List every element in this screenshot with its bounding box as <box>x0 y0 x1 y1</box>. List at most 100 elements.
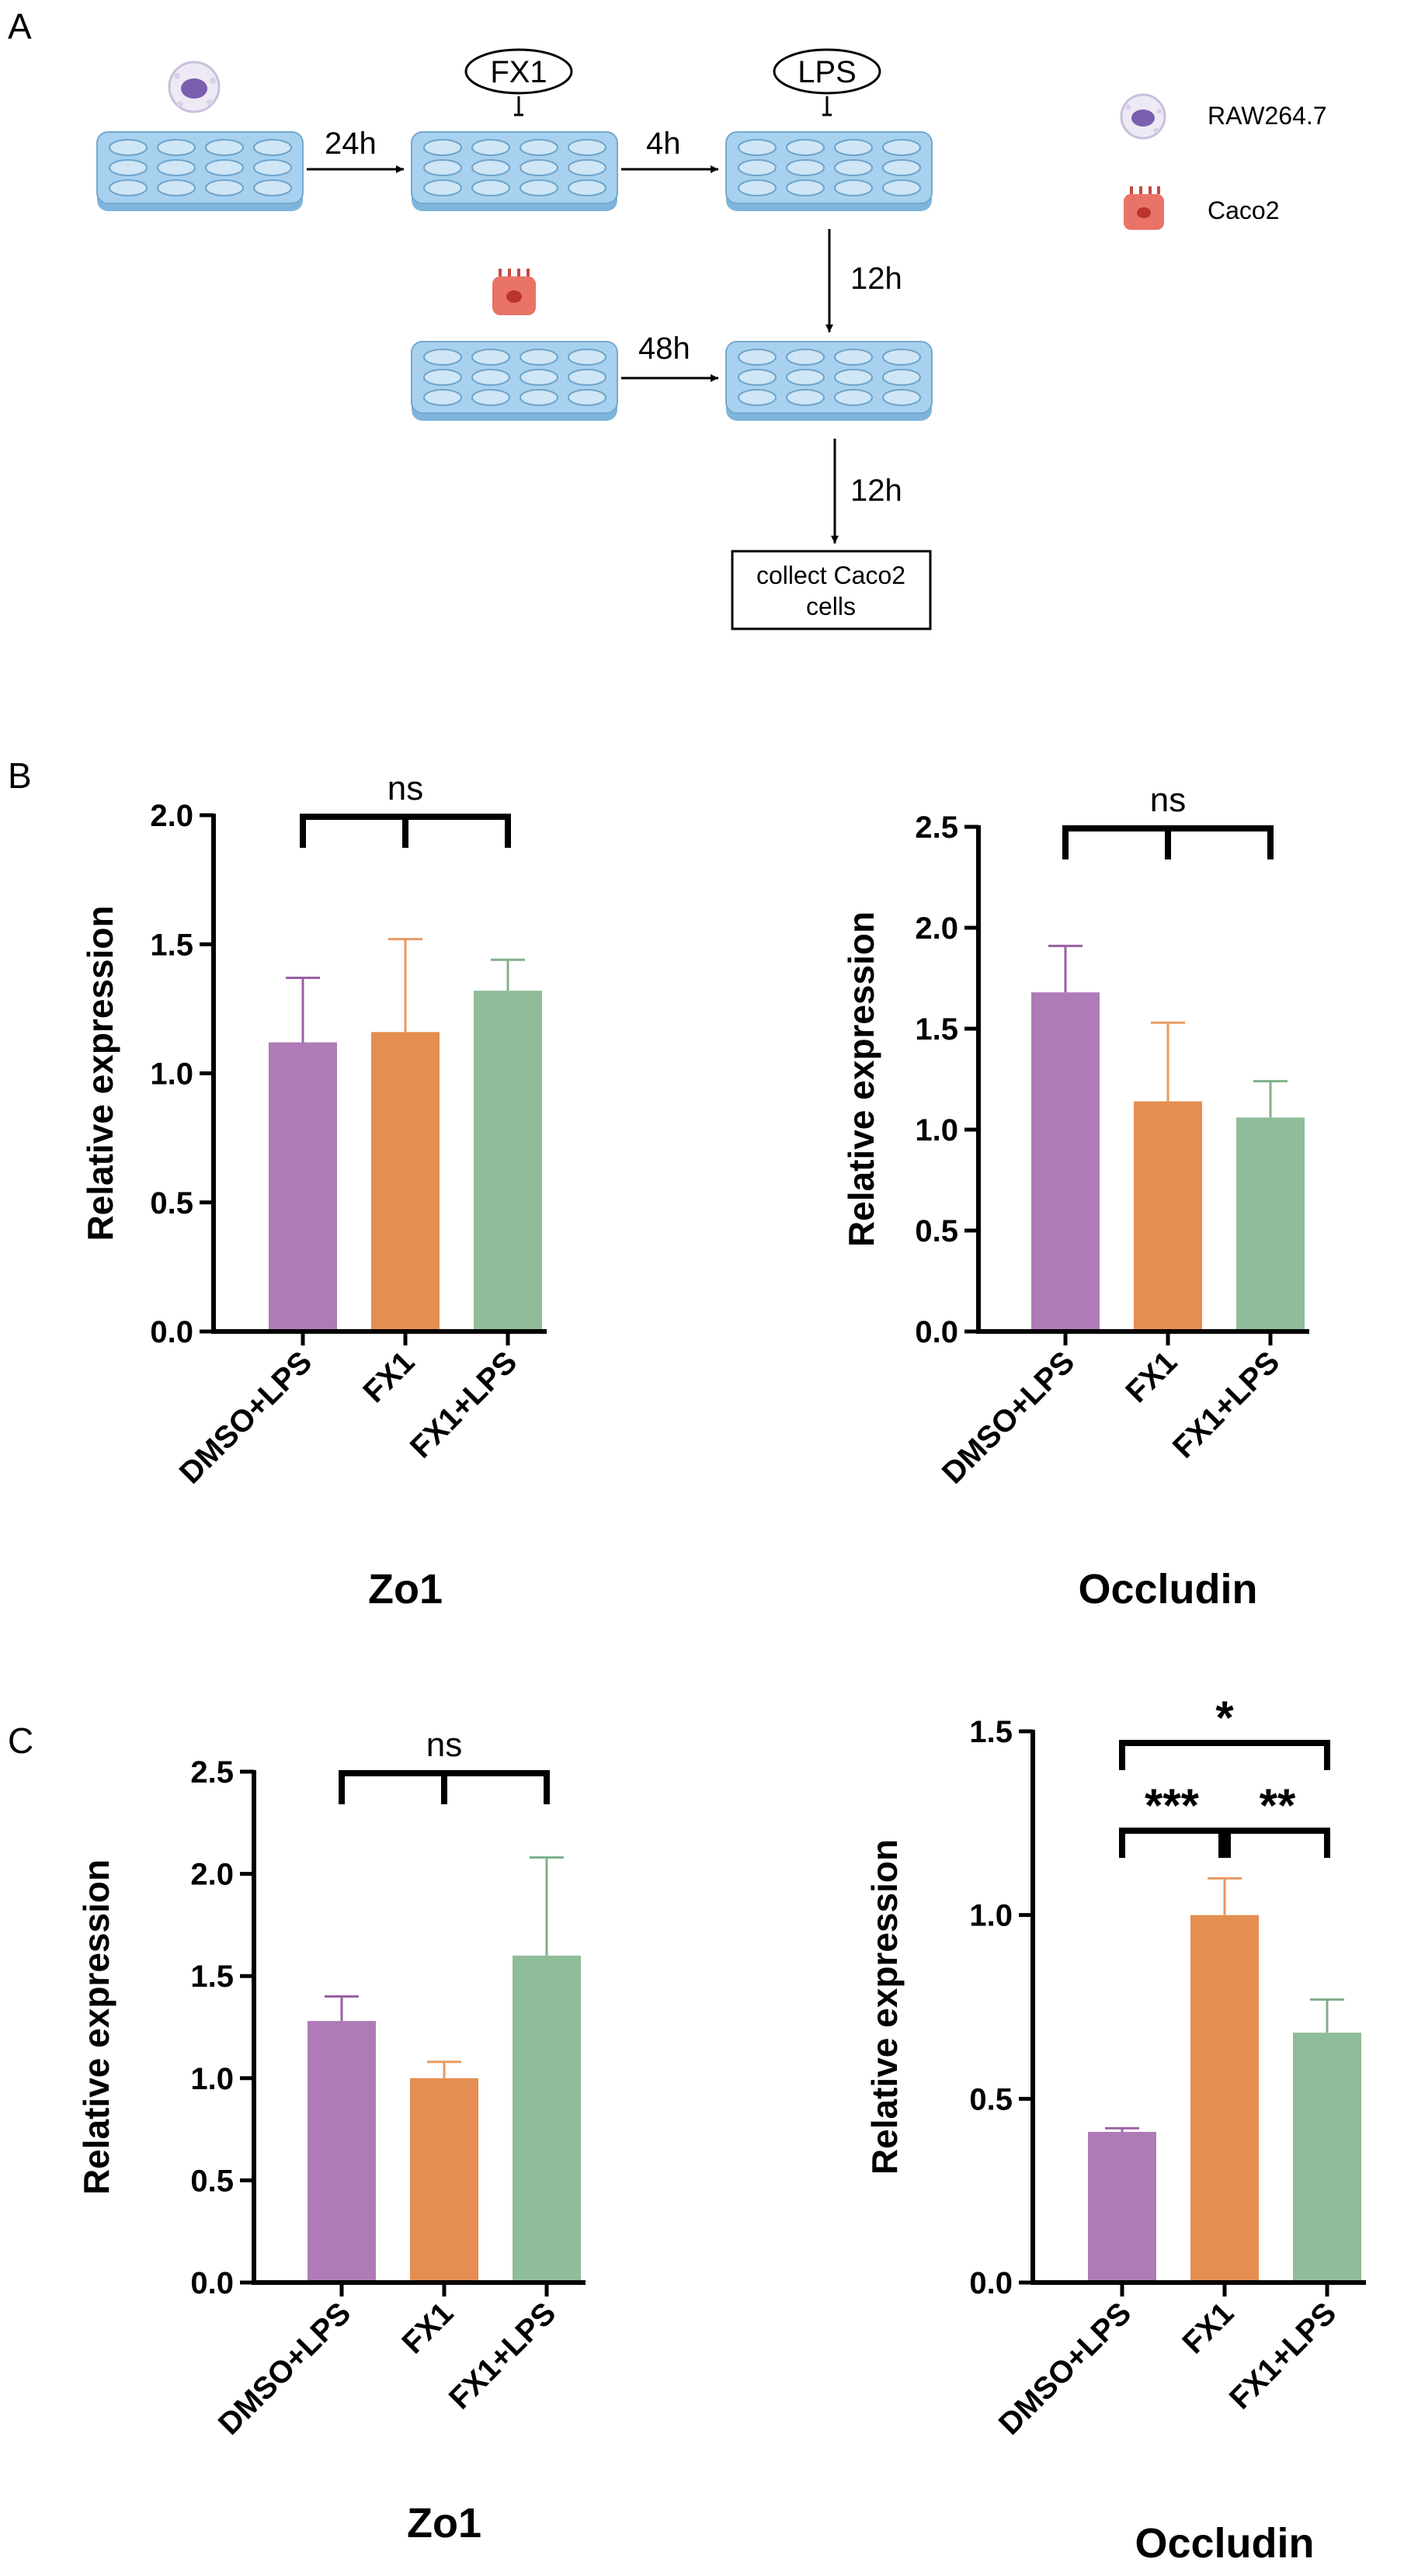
plate-well <box>834 389 873 406</box>
collect-line-1: collect Caco2 <box>756 561 905 589</box>
y-tick-label: 1.0 <box>190 2062 234 2096</box>
plate-well <box>253 159 292 176</box>
plate-well <box>109 139 148 156</box>
y-axis-label: Relative expression <box>76 1859 116 2195</box>
plate-well <box>882 389 921 406</box>
plate-well <box>423 389 462 406</box>
plate-well <box>786 369 825 386</box>
category-label: FX1 <box>356 1345 421 1409</box>
plate-well <box>471 349 510 366</box>
legend-caco2-icon <box>1124 186 1164 230</box>
collect-box: collect Caco2 cells <box>731 550 932 630</box>
plate-well <box>568 349 606 366</box>
plate-well <box>253 139 292 156</box>
bar <box>308 2021 376 2283</box>
y-axis-label: Relative expression <box>864 1839 905 2175</box>
plate-well <box>882 349 921 366</box>
y-tick-label: 2.5 <box>915 811 958 845</box>
bar <box>1134 1101 1202 1331</box>
y-tick-label: 1.5 <box>190 1960 234 1994</box>
fx1-label: FX1 <box>490 55 547 89</box>
category-label: FX1 <box>1119 1345 1183 1409</box>
plate-well <box>568 139 606 156</box>
plate-well <box>520 389 558 406</box>
bar <box>1031 992 1100 1331</box>
category-label: FX1+LPS <box>1223 2296 1343 2416</box>
y-tick-label: 2.0 <box>915 911 958 946</box>
plate-well <box>520 139 558 156</box>
y-tick-label: 0.0 <box>150 1315 193 1349</box>
culture-plate <box>725 131 933 211</box>
category-label: FX1 <box>1176 2296 1240 2360</box>
category-label: FX1+LPS <box>1166 1345 1287 1465</box>
plate-well <box>738 369 777 386</box>
y-axis-label: Relative expression <box>80 905 120 1241</box>
step-label-12h: 12h <box>850 474 902 508</box>
panel-letter-a: A <box>8 6 32 47</box>
culture-plate <box>411 341 618 421</box>
fx1-treatment: FX1 <box>464 48 573 116</box>
y-tick-label: 0.5 <box>969 2082 1013 2116</box>
category-label: DMSO+LPS <box>212 2296 357 2441</box>
significance-label: * <box>1215 1692 1234 1744</box>
y-tick-label: 2.0 <box>190 1858 234 1892</box>
significance-label: ns <box>387 769 423 807</box>
category-label: FX1 <box>395 2296 460 2360</box>
significance-label: ns <box>426 1726 462 1764</box>
significance-label: *** <box>1145 1779 1200 1831</box>
plate-well <box>786 159 825 176</box>
y-tick-label: 1.0 <box>969 1899 1013 1933</box>
significance-bracket <box>1119 1828 1225 1858</box>
plate-well <box>423 349 462 366</box>
plate-well <box>423 159 462 176</box>
plate-well <box>882 139 921 156</box>
plate-well <box>882 369 921 386</box>
plate-well <box>253 179 292 196</box>
macrophage-icon <box>168 61 221 113</box>
plate-well <box>786 389 825 406</box>
bar <box>269 1042 337 1331</box>
plate-well <box>423 179 462 196</box>
lps-treatment: LPS <box>773 48 881 116</box>
plate-well <box>568 389 606 406</box>
plate-well <box>834 369 873 386</box>
y-tick-label: 1.5 <box>915 1012 958 1047</box>
significance-bracket <box>1062 825 1274 859</box>
category-label: DMSO+LPS <box>173 1345 318 1490</box>
y-tick-label: 0.0 <box>190 2266 234 2300</box>
bar <box>410 2078 478 2283</box>
category-label: DMSO+LPS <box>992 2296 1138 2441</box>
y-tick-label: 2.0 <box>150 799 193 833</box>
step-label-48h: 48h <box>638 332 690 366</box>
plate-well <box>471 159 510 176</box>
legend-caco2-label: Caco2 <box>1208 196 1280 224</box>
plate-well <box>738 139 777 156</box>
plate-well <box>471 369 510 386</box>
plate-well <box>786 139 825 156</box>
category-label: FX1+LPS <box>404 1345 524 1465</box>
significance-bracket <box>1225 1828 1330 1858</box>
step-label-24h: 24h <box>325 127 377 161</box>
legend: RAW264.7 Caco2 <box>1120 93 1327 230</box>
plate-well <box>834 349 873 366</box>
plate-well <box>834 139 873 156</box>
bar <box>1190 1915 1259 2283</box>
y-tick-label: 0.5 <box>915 1214 958 1248</box>
plate-well <box>205 139 244 156</box>
x-axis-title: Zo1 <box>407 2500 481 2546</box>
plate-well <box>157 179 196 196</box>
plate-well <box>834 179 873 196</box>
plate-well <box>568 159 606 176</box>
y-tick-label: 1.5 <box>150 928 193 962</box>
category-label: DMSO+LPS <box>936 1345 1081 1490</box>
plate-well <box>568 179 606 196</box>
plate-well <box>834 159 873 176</box>
plate-well <box>471 389 510 406</box>
panel-a: A 24h 4h <box>8 6 1327 630</box>
y-tick-label: 0.0 <box>969 2266 1013 2300</box>
